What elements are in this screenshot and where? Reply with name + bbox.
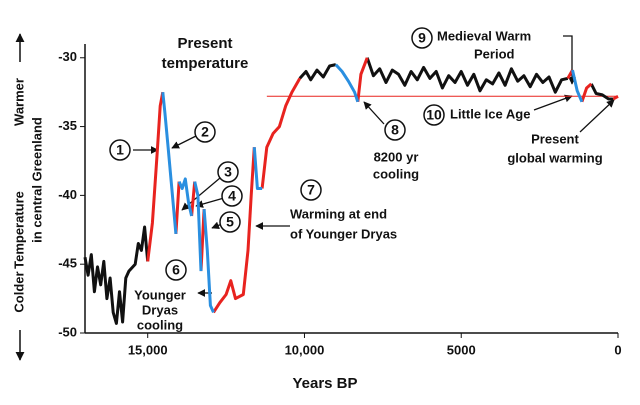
pointer: [195, 197, 225, 208]
temperature-line: [161, 63, 584, 314]
pointer: [363, 101, 385, 125]
annotation: cooling: [373, 166, 419, 181]
marker-number: 2: [201, 124, 209, 140]
marker-number: 1: [116, 142, 124, 158]
annotation: Medieval Warm: [437, 28, 531, 43]
marker-number: 4: [228, 188, 236, 204]
marker-number: 6: [172, 262, 180, 278]
marker-number: 7: [307, 182, 315, 198]
x-tick-label: 5000: [447, 342, 476, 357]
marker-number: 9: [418, 30, 426, 46]
marker-circle: [217, 161, 239, 183]
y-tick-label: -35: [58, 118, 77, 133]
annotation: 8200 yr: [374, 149, 419, 164]
temperature-line: [146, 57, 619, 314]
annotation: global warming: [507, 150, 602, 165]
y-tick-label: -50: [58, 324, 77, 339]
pointer: [579, 99, 615, 133]
marker-circle: [423, 104, 445, 126]
marker-circle: [221, 185, 243, 207]
marker-circle: [165, 259, 187, 281]
marker-number: 3: [224, 164, 232, 180]
pointer: [171, 135, 197, 149]
y-axis-label: Temperature: [11, 191, 26, 269]
marker-circle: [411, 27, 433, 49]
marker-circle: [384, 119, 406, 141]
marker-circle: [194, 121, 216, 143]
x-tick-label: 0: [614, 342, 621, 357]
pointer: [563, 35, 576, 85]
marker-number: 8: [391, 122, 399, 138]
x-tick-label: 15,000: [128, 342, 168, 357]
annotation: Dryas: [142, 302, 178, 317]
marker-number: 5: [226, 214, 234, 230]
temperature-line: [83, 57, 614, 325]
y-axis-label: in central Greenland: [29, 117, 44, 243]
warmer-label: Warmer: [11, 78, 26, 126]
y-tick-label: -30: [58, 49, 77, 64]
annotation: cooling: [137, 317, 183, 332]
annotation: Little Ice Age: [450, 106, 530, 121]
marker-circle: [109, 139, 131, 161]
annotation: temperature: [162, 55, 249, 72]
annotation: Present: [177, 35, 232, 52]
annotation: Period: [474, 46, 515, 61]
annotation: Warming at end: [290, 206, 387, 221]
pointer: [533, 94, 573, 111]
marker-circle: [300, 179, 322, 201]
marker-number: 10: [426, 107, 442, 123]
x-tick-label: 10,000: [285, 342, 325, 357]
marker-circle: [219, 211, 241, 233]
y-tick-label: -45: [58, 256, 77, 271]
x-axis-label: Years BP: [292, 375, 357, 392]
annotation: of Younger Dryas: [290, 226, 397, 241]
annotation: Present: [531, 131, 579, 146]
annotation: Younger: [134, 287, 186, 302]
y-tick-label: -40: [58, 187, 77, 202]
colder-label: Colder: [11, 271, 26, 312]
